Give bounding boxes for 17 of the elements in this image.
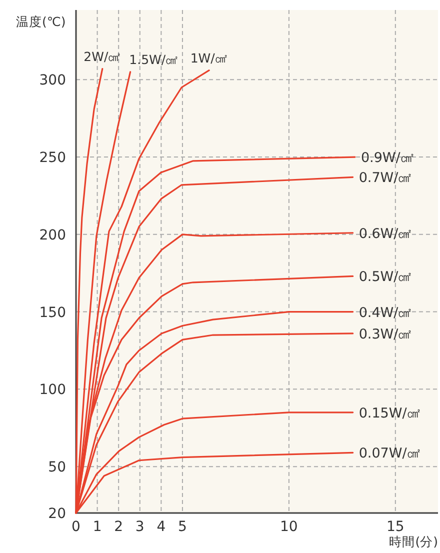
x-tick-label: 4 [156,519,166,535]
y-tick-label: 300 [39,72,66,89]
y-tick-label: 20 [48,506,66,522]
y-tick-label: 200 [39,227,66,244]
x-tick-label: 0 [72,519,80,535]
x-tick-label: 10 [280,519,298,535]
x-tick-label: 3 [135,519,144,535]
x-tick-label: 15 [386,519,404,535]
y-tick-label: 50 [48,460,66,476]
y-axis-title: 温度(℃) [16,14,66,29]
y-tick-label: 100 [39,382,66,398]
y-tick-label: 150 [39,304,66,321]
x-axis-title: 時間(分) [389,534,438,549]
x-tick-label: 5 [178,519,187,535]
x-tick-label: 2 [114,519,124,535]
y-tick-label: 250 [39,150,66,166]
x-tick-label: 1 [92,519,102,535]
